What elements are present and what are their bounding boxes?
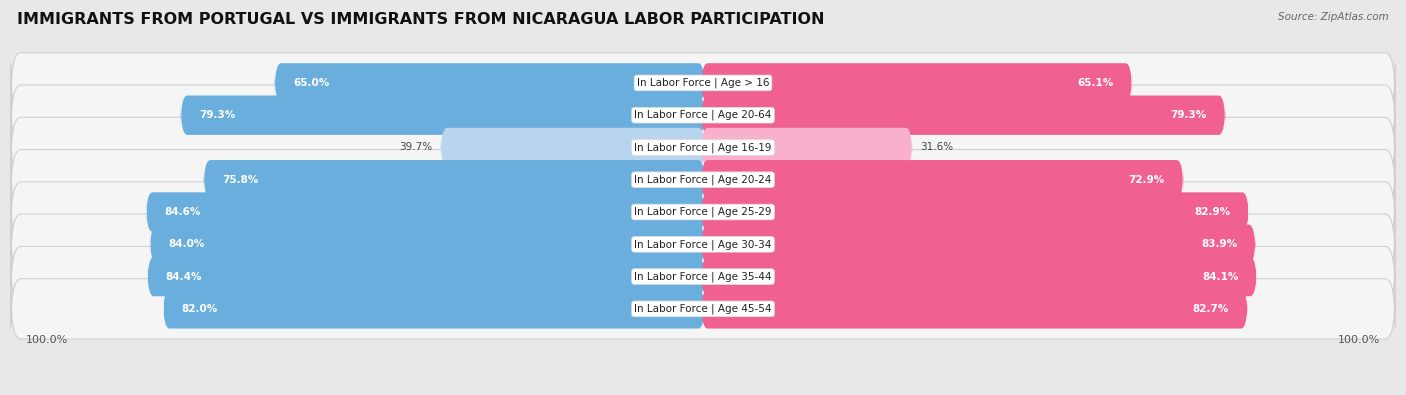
Text: 83.9%: 83.9%: [1201, 239, 1237, 249]
Text: In Labor Force | Age 45-54: In Labor Force | Age 45-54: [634, 304, 772, 314]
FancyBboxPatch shape: [11, 85, 1395, 145]
FancyBboxPatch shape: [146, 192, 704, 232]
FancyBboxPatch shape: [150, 225, 704, 264]
Text: 75.8%: 75.8%: [222, 175, 259, 185]
FancyBboxPatch shape: [702, 160, 1184, 199]
FancyBboxPatch shape: [440, 128, 704, 167]
FancyBboxPatch shape: [148, 257, 704, 296]
FancyBboxPatch shape: [181, 96, 704, 135]
Text: In Labor Force | Age 25-29: In Labor Force | Age 25-29: [634, 207, 772, 217]
Text: 84.4%: 84.4%: [166, 272, 202, 282]
FancyBboxPatch shape: [204, 160, 704, 199]
Text: 72.9%: 72.9%: [1129, 175, 1166, 185]
Text: 39.7%: 39.7%: [399, 143, 433, 152]
Text: 100.0%: 100.0%: [1339, 335, 1381, 346]
Text: In Labor Force | Age 35-44: In Labor Force | Age 35-44: [634, 271, 772, 282]
Text: 79.3%: 79.3%: [1171, 110, 1206, 120]
FancyBboxPatch shape: [702, 192, 1249, 232]
Text: 84.0%: 84.0%: [169, 239, 205, 249]
FancyBboxPatch shape: [702, 63, 1132, 103]
Text: 65.0%: 65.0%: [292, 78, 329, 88]
FancyBboxPatch shape: [11, 279, 1395, 339]
Text: In Labor Force | Age 30-34: In Labor Force | Age 30-34: [634, 239, 772, 250]
Text: IMMIGRANTS FROM PORTUGAL VS IMMIGRANTS FROM NICARAGUA LABOR PARTICIPATION: IMMIGRANTS FROM PORTUGAL VS IMMIGRANTS F…: [17, 12, 824, 27]
Text: 100.0%: 100.0%: [25, 335, 67, 346]
FancyBboxPatch shape: [11, 150, 1395, 210]
FancyBboxPatch shape: [11, 182, 1395, 242]
FancyBboxPatch shape: [702, 289, 1247, 329]
Text: 65.1%: 65.1%: [1077, 78, 1114, 88]
Text: 31.6%: 31.6%: [920, 143, 953, 152]
Text: In Labor Force | Age 20-64: In Labor Force | Age 20-64: [634, 110, 772, 120]
FancyBboxPatch shape: [11, 214, 1395, 275]
Text: 84.6%: 84.6%: [165, 207, 201, 217]
FancyBboxPatch shape: [11, 246, 1395, 307]
Text: 79.3%: 79.3%: [200, 110, 235, 120]
FancyBboxPatch shape: [274, 63, 704, 103]
Text: In Labor Force | Age 16-19: In Labor Force | Age 16-19: [634, 142, 772, 153]
FancyBboxPatch shape: [702, 257, 1257, 296]
FancyBboxPatch shape: [702, 96, 1225, 135]
Text: In Labor Force | Age > 16: In Labor Force | Age > 16: [637, 78, 769, 88]
Text: 84.1%: 84.1%: [1202, 272, 1239, 282]
FancyBboxPatch shape: [702, 128, 912, 167]
FancyBboxPatch shape: [702, 225, 1256, 264]
FancyBboxPatch shape: [163, 289, 704, 329]
Text: 82.0%: 82.0%: [181, 304, 218, 314]
Text: In Labor Force | Age 20-24: In Labor Force | Age 20-24: [634, 175, 772, 185]
Text: 82.9%: 82.9%: [1195, 207, 1230, 217]
Text: 82.7%: 82.7%: [1192, 304, 1229, 314]
FancyBboxPatch shape: [11, 117, 1395, 178]
Text: Source: ZipAtlas.com: Source: ZipAtlas.com: [1278, 12, 1389, 22]
FancyBboxPatch shape: [11, 53, 1395, 113]
